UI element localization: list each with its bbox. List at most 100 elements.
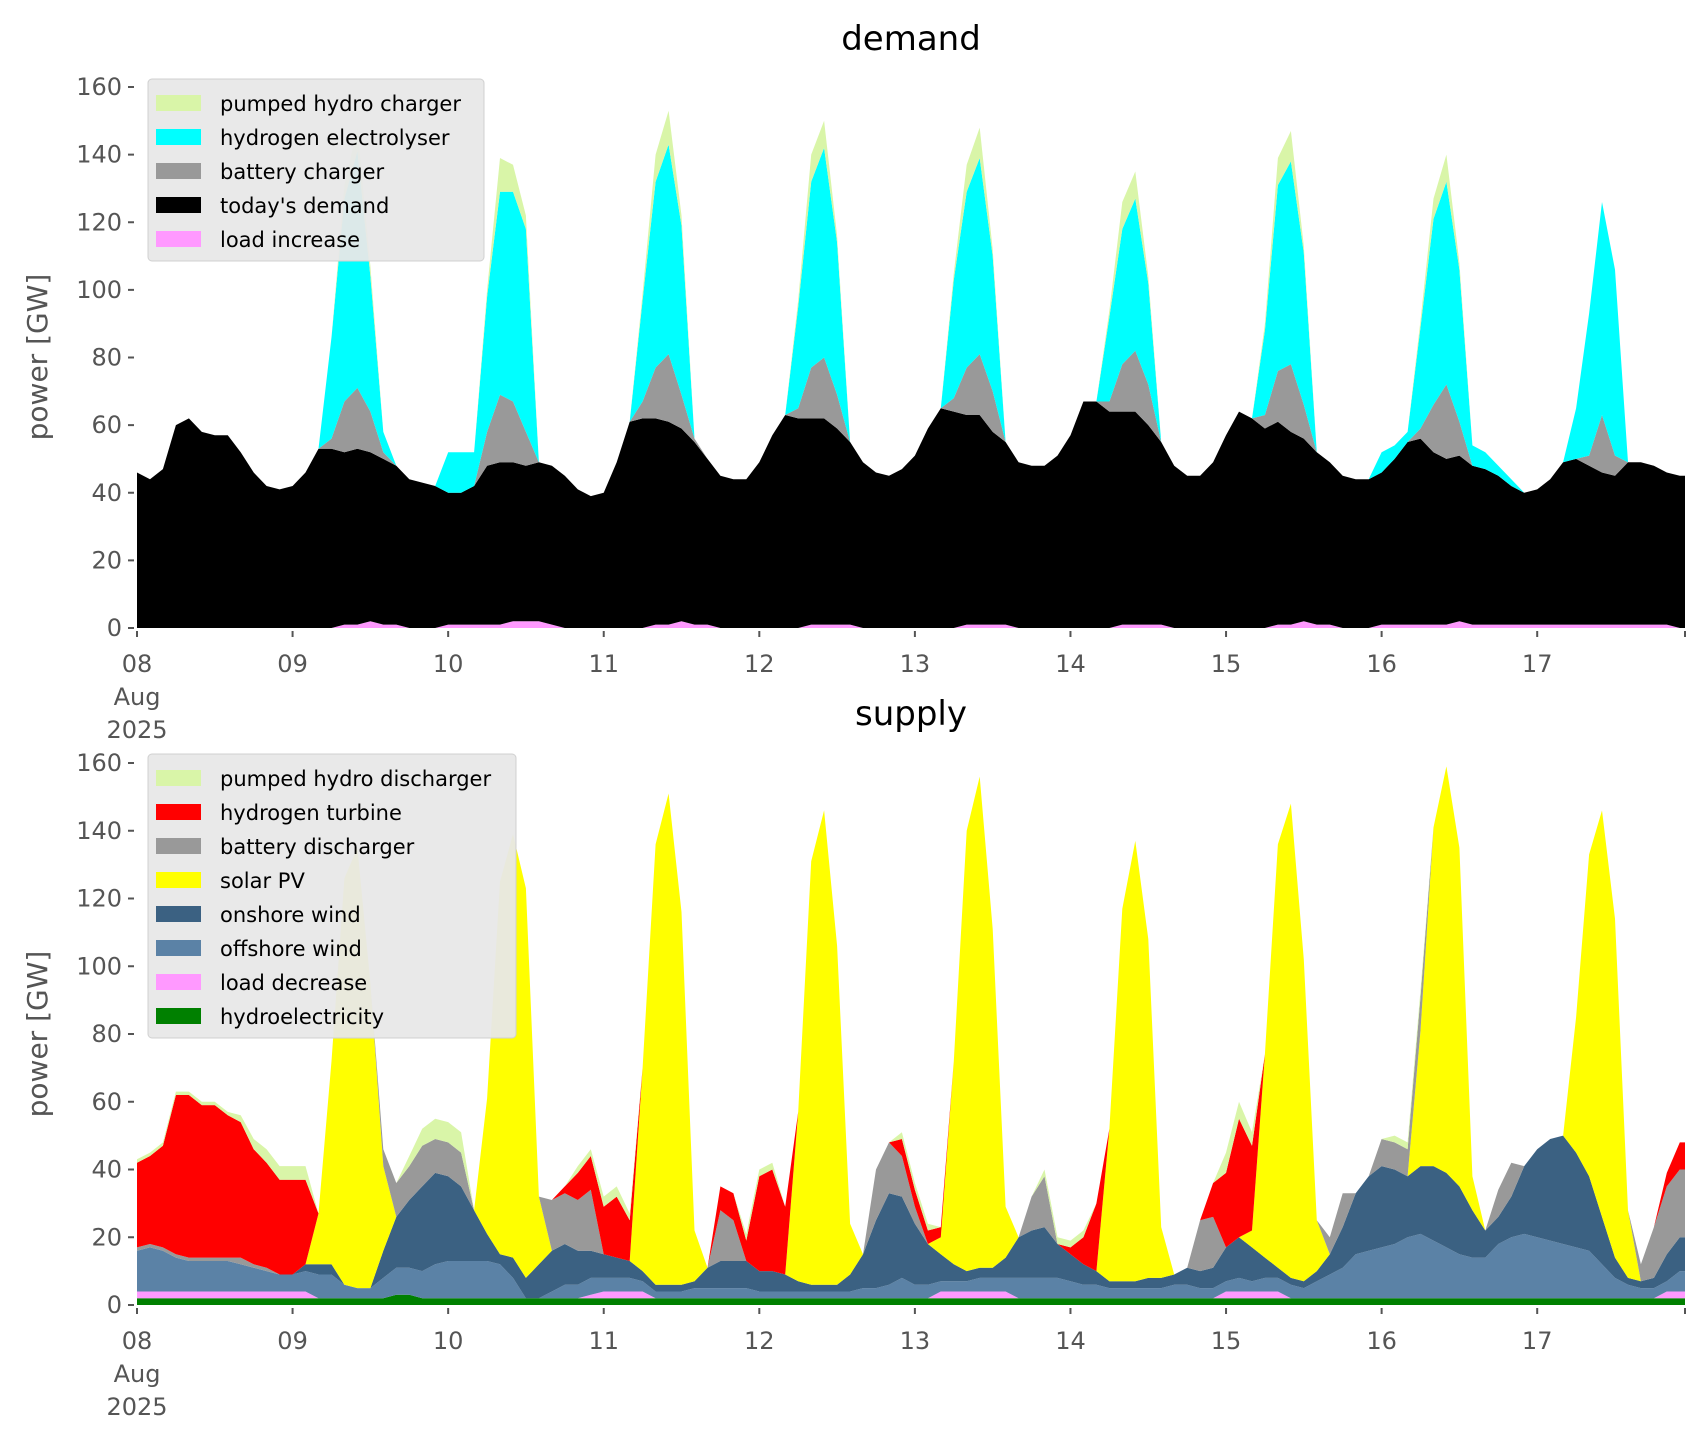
area-onshore-wind (137, 1135, 1685, 1299)
area-today-s-demand (137, 401, 1685, 628)
legend-item: battery charger (156, 160, 385, 184)
y-tick-label: 100 (76, 276, 122, 304)
x-tick-month: Aug (114, 683, 161, 711)
area-pumped-hydro-charger (137, 110, 1685, 497)
y-axis-label: power [GW] (21, 274, 54, 441)
y-tick-label: 160 (76, 73, 122, 101)
y-tick-label: 80 (91, 344, 122, 372)
legend-item: load decrease (156, 971, 367, 995)
x-tick-label: 12 (744, 1327, 775, 1355)
legend-swatch (156, 163, 201, 179)
legend-label: pumped hydro charger (220, 92, 461, 116)
y-tick-label: 40 (91, 1156, 122, 1184)
legend-item: onshore wind (156, 903, 361, 927)
legend-item: today's demand (156, 194, 389, 218)
y-tick-label: 0 (107, 1291, 122, 1319)
y-tick-label: 120 (76, 885, 122, 913)
area-hydrogen-turbine (137, 766, 1685, 1275)
x-tick-label: 09 (277, 1327, 308, 1355)
legend-swatch (156, 129, 201, 145)
legend-box (147, 753, 517, 1039)
y-axis-label: power [GW] (21, 951, 54, 1118)
legend-label: onshore wind (220, 903, 361, 927)
x-tick-label: 16 (1366, 650, 1397, 678)
legend-swatch (156, 95, 201, 111)
legend-label: hydrogen turbine (220, 801, 402, 825)
y-tick-label: 0 (107, 614, 122, 642)
area-load-increase (137, 621, 1685, 628)
y-tick-label: 140 (76, 141, 122, 169)
legend-item: load increase (156, 228, 360, 252)
legend-label: load increase (220, 228, 360, 252)
legend-label: load decrease (220, 971, 367, 995)
area-pumped-hydro-discharger (137, 766, 1685, 1275)
y-tick-label: 40 (91, 479, 122, 507)
y-tick-label: 120 (76, 208, 122, 236)
x-tick-label: 15 (1211, 650, 1242, 678)
legend-label: offshore wind (220, 937, 362, 961)
y-tick-label: 160 (76, 749, 122, 777)
x-tick-label: 10 (433, 650, 464, 678)
legend-box (147, 78, 485, 262)
x-tick-label: 15 (1211, 1327, 1242, 1355)
legend-item: hydrogen electrolyser (156, 126, 450, 150)
supply-areas (137, 766, 1685, 1305)
area-hydroelectricity (137, 1294, 1685, 1305)
x-tick-label: 11 (588, 650, 619, 678)
legend-label: pumped hydro discharger (220, 767, 491, 791)
chart-title: supply (855, 694, 967, 734)
demand-panel: demand 0 20 40 60 80 100 120 140 160 08 Aug 2025 09 1… (21, 19, 1686, 744)
area-hydrogen-electrolyser (137, 144, 1685, 497)
legend-label: battery charger (220, 160, 385, 184)
chart-title: demand (841, 19, 981, 59)
x-tick-label: 16 (1366, 1327, 1397, 1355)
legend-item: hydrogen turbine (156, 801, 402, 825)
legend-swatch (156, 906, 201, 922)
area-solar-pv (137, 766, 1685, 1289)
legend-swatch (156, 940, 201, 956)
legend-label: hydroelectricity (220, 1005, 384, 1029)
y-tick-label: 20 (91, 546, 122, 574)
supply-panel: supply 0 20 40 60 80 100 120 140 160 08 Aug 2025 09 1… (21, 694, 1686, 1421)
area-offshore-wind (137, 1233, 1685, 1299)
x-tick-year: 2025 (106, 1393, 167, 1421)
x-tick-label: 12 (744, 650, 775, 678)
demand-areas (137, 110, 1685, 628)
x-tick-month: Aug (114, 1360, 161, 1388)
demand-legend: pumped hydro charger hydrogen electrolyse… (147, 78, 485, 262)
legend-label: hydrogen electrolyser (220, 126, 450, 150)
area-battery-charger (137, 350, 1685, 497)
x-tick-label: 14 (1055, 1327, 1086, 1355)
legend-label: solar PV (220, 869, 305, 893)
legend-swatch (156, 1008, 201, 1024)
legend-item: pumped hydro charger (156, 92, 461, 116)
x-tick-label: 13 (900, 1327, 931, 1355)
x-tick-year: 2025 (106, 716, 167, 744)
x-tick-label: 13 (900, 650, 931, 678)
legend-swatch (156, 974, 201, 990)
x-tick-label: 17 (1522, 650, 1553, 678)
x-tick-label: 11 (588, 1327, 619, 1355)
legend-swatch (156, 804, 201, 820)
y-tick-label: 100 (76, 952, 122, 980)
legend-item: solar PV (156, 869, 305, 893)
legend-swatch (156, 872, 201, 888)
supply-axes: 0 20 40 60 80 100 120 140 160 08 Aug 2025 09 10 11 12 13… (76, 749, 1686, 1421)
legend-swatch (156, 231, 201, 247)
legend-label: battery discharger (220, 835, 415, 859)
legend-swatch (156, 197, 201, 213)
legend-label: today's demand (220, 194, 389, 218)
supply-legend: pumped hydro discharger hydrogen turbine b… (147, 753, 517, 1039)
y-tick-label: 60 (91, 411, 122, 439)
legend-swatch (156, 770, 201, 786)
x-tick-label: 14 (1055, 650, 1086, 678)
legend-item: pumped hydro discharger (156, 767, 491, 791)
area-load-decrease (137, 1291, 1685, 1299)
legend-item: offshore wind (156, 937, 362, 961)
legend-item: battery discharger (156, 835, 415, 859)
x-tick-label: 17 (1522, 1327, 1553, 1355)
y-tick-label: 140 (76, 817, 122, 845)
y-tick-label: 60 (91, 1088, 122, 1116)
y-tick-label: 20 (91, 1223, 122, 1251)
demand-axes: 0 20 40 60 80 100 120 140 160 08 Aug 2025 09 10 11 12 13… (76, 73, 1686, 744)
